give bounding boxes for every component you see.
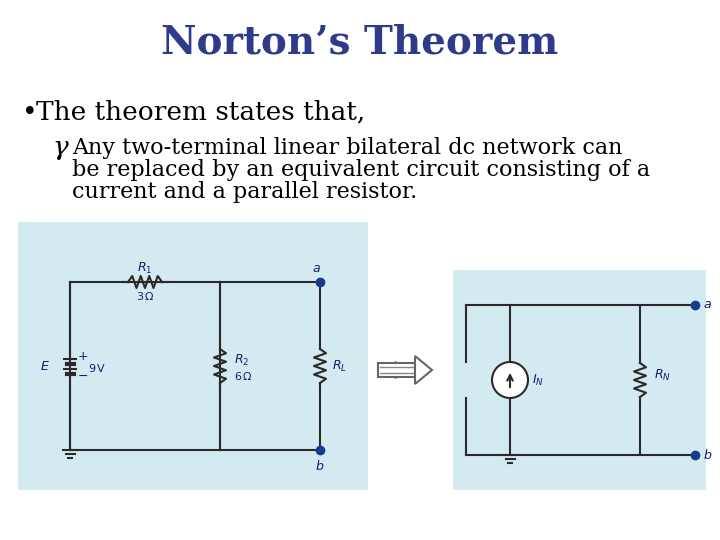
Text: $R_1$: $R_1$ — [138, 260, 153, 275]
Text: $b$: $b$ — [315, 459, 325, 473]
Text: $3\,\Omega$: $3\,\Omega$ — [135, 290, 155, 302]
Text: •: • — [22, 99, 37, 125]
Polygon shape — [378, 363, 415, 377]
Bar — [453, 270, 706, 490]
Text: $R_2$: $R_2$ — [234, 353, 249, 368]
Bar — [18, 222, 368, 490]
Circle shape — [492, 362, 528, 398]
Text: +: + — [78, 349, 89, 362]
Text: $R_L$: $R_L$ — [332, 359, 347, 374]
Text: $6\,\Omega$: $6\,\Omega$ — [234, 370, 253, 382]
Text: $b$: $b$ — [703, 448, 712, 462]
Text: Norton’s Theorem: Norton’s Theorem — [161, 23, 559, 61]
Text: $a$: $a$ — [703, 299, 712, 312]
Text: $9\,\mathrm{V}$: $9\,\mathrm{V}$ — [88, 362, 107, 374]
Text: $I_N$: $I_N$ — [532, 373, 544, 388]
Text: be replaced by an equivalent circuit consisting of a: be replaced by an equivalent circuit con… — [72, 159, 650, 181]
Text: $a$: $a$ — [312, 261, 320, 274]
Polygon shape — [415, 356, 432, 384]
Text: The theorem states that,: The theorem states that, — [36, 99, 365, 125]
Text: −: − — [78, 369, 89, 382]
Text: γ: γ — [52, 136, 68, 160]
Text: Any two-terminal linear bilateral dc network can: Any two-terminal linear bilateral dc net… — [72, 137, 622, 159]
Text: current and a parallel resistor.: current and a parallel resistor. — [72, 181, 418, 203]
Text: $R_N$: $R_N$ — [654, 367, 671, 382]
Text: $E$: $E$ — [40, 360, 50, 373]
